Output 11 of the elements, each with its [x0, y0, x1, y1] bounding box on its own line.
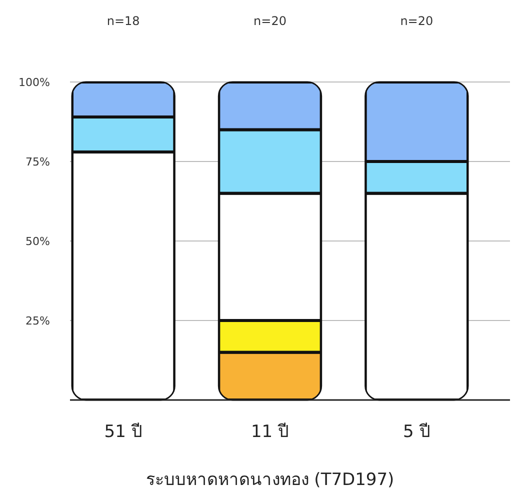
text: n=20	[254, 14, 286, 28]
x-axis-title: ระบบหาดหาดนางทอง (T7D197)	[146, 470, 394, 490]
x-tick-label: 51 ปี	[104, 422, 142, 442]
y-tick-label: 100%	[18, 76, 50, 89]
x-tick-label: 11 ปี	[250, 422, 290, 442]
y-tick-label: 50%	[26, 235, 50, 248]
y-tick-label: 25%	[26, 314, 50, 328]
y-tick-label: 75%	[26, 156, 50, 168]
text: n=20	[400, 14, 434, 28]
text: n=18	[106, 14, 140, 28]
x-tick-label: 5 ปี	[403, 422, 430, 442]
